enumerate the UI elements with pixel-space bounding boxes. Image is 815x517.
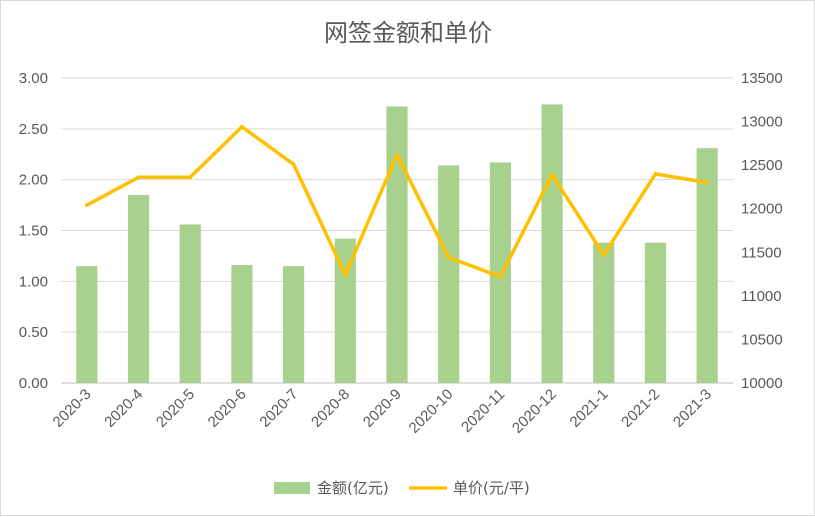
bar-series <box>76 104 718 383</box>
y-right-tick-label: 12500 <box>741 157 783 174</box>
line-point <box>291 162 296 167</box>
y-left-tick-label: 0.50 <box>19 324 48 341</box>
line-point <box>498 274 503 279</box>
y-right-tick-label: 11500 <box>741 244 782 261</box>
bar <box>179 224 201 383</box>
bar <box>696 148 718 383</box>
x-tick-label: 2020-7 <box>256 386 301 431</box>
right-axis: 10000 10500 11000 11500 12000 12500 13000 13500 <box>741 70 783 392</box>
x-tick-label: 2020-12 <box>509 386 560 437</box>
legend-label-bar: 金额(亿元) <box>317 479 389 497</box>
legend-swatch-bar <box>274 482 310 494</box>
line-point <box>705 180 709 185</box>
y-left-tick-label: 2.50 <box>19 121 48 138</box>
x-tick-label: 2020-8 <box>308 386 353 431</box>
y-left-tick-label: 2.00 <box>19 172 48 189</box>
line-point <box>343 273 348 277</box>
bar <box>644 242 667 383</box>
y-left-tick-label: 0.00 <box>19 375 48 392</box>
y-right-tick-label: 11000 <box>741 288 782 305</box>
x-tick-label: 2020-3 <box>50 386 95 431</box>
line-series <box>85 125 709 279</box>
line-point <box>136 175 141 180</box>
bar <box>283 266 305 383</box>
line-point <box>601 253 606 257</box>
x-tick-label: 2020-4 <box>101 386 146 431</box>
y-right-tick-label: 13000 <box>741 114 783 131</box>
x-tick-label: 2020-6 <box>205 386 250 431</box>
line-point <box>240 125 244 129</box>
x-axis: 2020-3 2020-4 2020-5 2020-6 2020-7 2020-8 2020… <box>50 386 715 437</box>
bar <box>541 104 563 383</box>
line-point <box>188 175 193 180</box>
x-tick-label: 2020-11 <box>458 386 508 436</box>
line-point <box>395 152 399 157</box>
y-left-tick-label: 1.00 <box>19 273 48 290</box>
line-point <box>85 203 89 208</box>
legend-label-line: 单价(元/平) <box>453 479 530 497</box>
bar <box>438 165 460 383</box>
y-left-tick-label: 1.50 <box>19 223 48 240</box>
y-right-tick-label: 10000 <box>741 375 783 392</box>
bar <box>386 106 408 383</box>
x-tick-label: 2020-5 <box>153 386 198 431</box>
y-right-tick-label: 10500 <box>741 331 783 348</box>
bar <box>593 242 615 383</box>
x-tick-label: 2020-9 <box>360 386 405 431</box>
bar <box>231 265 253 383</box>
legend: 金额(亿元) 单价(元/平) <box>274 479 530 497</box>
line-point <box>653 172 658 176</box>
left-axis: 0.00 0.50 1.00 1.50 2.00 2.50 3.00 <box>19 70 48 392</box>
x-tick-label: 2021-3 <box>670 386 715 431</box>
x-tick-label: 2021-1 <box>567 386 612 431</box>
bar <box>127 194 150 383</box>
line-point <box>446 255 451 260</box>
bar <box>334 238 356 383</box>
chart-title: 网签金额和单价 <box>324 19 492 47</box>
x-tick-label: 2021-2 <box>618 386 663 431</box>
y-right-tick-label: 12000 <box>741 201 783 218</box>
y-left-tick-label: 3.00 <box>19 70 48 87</box>
bar <box>76 266 98 383</box>
line-point <box>550 172 554 177</box>
bar <box>489 162 511 383</box>
x-tick-label: 2020-10 <box>406 386 457 437</box>
y-right-tick-label: 13500 <box>741 70 783 87</box>
